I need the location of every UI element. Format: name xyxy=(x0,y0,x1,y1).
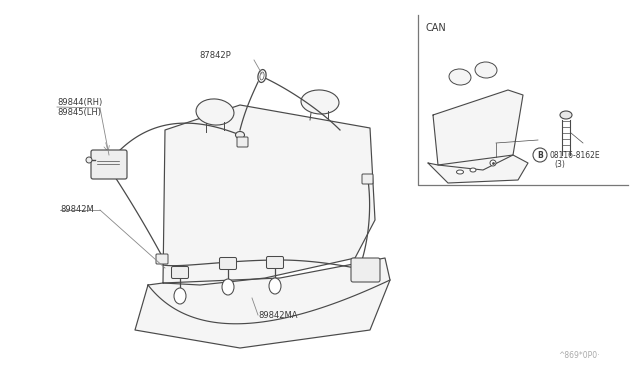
Circle shape xyxy=(86,157,92,163)
Ellipse shape xyxy=(470,168,476,172)
FancyBboxPatch shape xyxy=(172,266,189,279)
Text: 89844(RH): 89844(RH) xyxy=(57,99,102,108)
Text: CAN: CAN xyxy=(426,23,447,33)
Polygon shape xyxy=(135,258,390,348)
Ellipse shape xyxy=(236,131,244,138)
Polygon shape xyxy=(428,155,528,183)
Ellipse shape xyxy=(258,70,266,83)
FancyBboxPatch shape xyxy=(220,257,237,269)
Text: B: B xyxy=(537,151,543,160)
Ellipse shape xyxy=(196,99,234,125)
Polygon shape xyxy=(163,105,375,285)
Ellipse shape xyxy=(456,170,463,174)
Circle shape xyxy=(490,160,496,166)
Text: 89845(LH): 89845(LH) xyxy=(57,108,101,116)
Ellipse shape xyxy=(174,288,186,304)
FancyBboxPatch shape xyxy=(351,258,380,282)
Ellipse shape xyxy=(269,278,281,294)
Text: (3): (3) xyxy=(554,160,565,169)
Ellipse shape xyxy=(260,72,264,80)
Text: 89842MA: 89842MA xyxy=(258,311,298,320)
Text: 89842M: 89842M xyxy=(60,205,93,215)
FancyBboxPatch shape xyxy=(237,137,248,147)
Ellipse shape xyxy=(475,62,497,78)
Polygon shape xyxy=(433,90,523,170)
FancyBboxPatch shape xyxy=(91,150,127,179)
FancyBboxPatch shape xyxy=(362,174,373,184)
Ellipse shape xyxy=(222,279,234,295)
FancyBboxPatch shape xyxy=(156,254,168,264)
Text: ^869*0P0·: ^869*0P0· xyxy=(559,351,600,360)
FancyBboxPatch shape xyxy=(266,257,284,269)
Text: 08116-8162E: 08116-8162E xyxy=(549,151,600,160)
Ellipse shape xyxy=(301,90,339,114)
Ellipse shape xyxy=(560,111,572,119)
Text: 87842P: 87842P xyxy=(199,51,231,60)
Circle shape xyxy=(533,148,547,162)
Ellipse shape xyxy=(449,69,471,85)
